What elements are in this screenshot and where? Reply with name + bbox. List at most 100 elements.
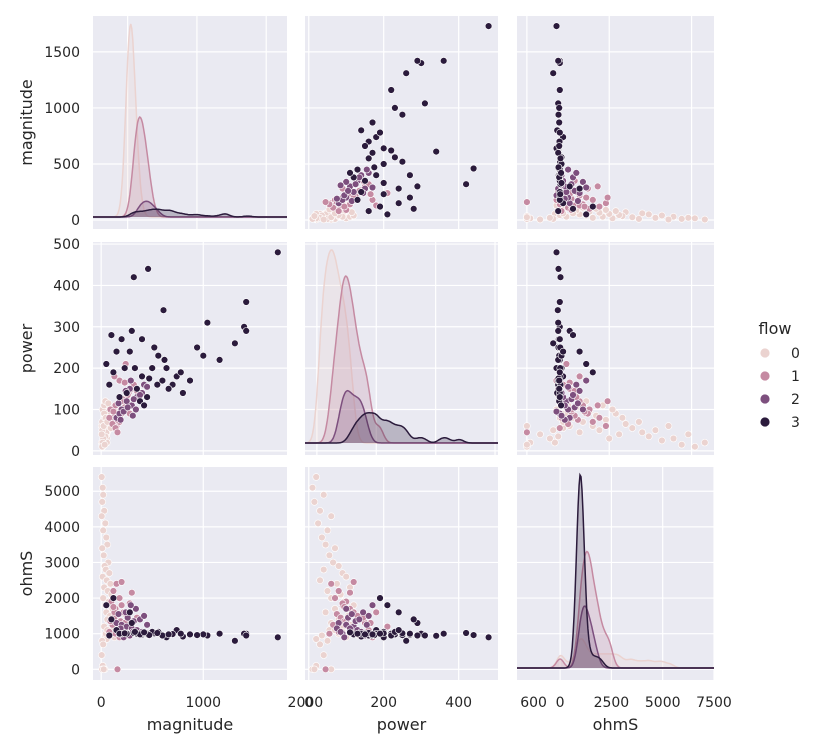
scatter-point-flow-3 [582, 210, 590, 219]
scatter-point-flow-0 [536, 215, 544, 224]
scatter-point-flow-1 [603, 397, 612, 405]
scatter-point-flow-3 [145, 374, 153, 383]
scatter-point-flow-1 [372, 608, 380, 616]
scatter-point-flow-0 [549, 426, 557, 434]
scatter-point-flow-3 [559, 347, 567, 356]
scatter-point-flow-0 [701, 438, 709, 447]
scatter-point-flow-1 [346, 588, 354, 597]
scatter-point-flow-3 [440, 629, 448, 638]
scatter-point-flow-0 [615, 430, 623, 438]
scatter-point-flow-0 [536, 430, 544, 438]
scatter-point-flow-0 [97, 430, 106, 438]
x-tick-label: 0 [304, 695, 313, 711]
scatter-point-flow-0 [335, 562, 343, 570]
scatter-point-flow-3 [569, 331, 577, 339]
scatter-point-flow-3 [128, 327, 136, 335]
y-tick-label: 1000 [44, 627, 80, 643]
scatter-point-flow-3 [421, 99, 429, 108]
scatter-point-flow-1 [120, 378, 129, 387]
scatter-point-flow-0 [635, 418, 643, 426]
scatter-point-flow-2 [140, 612, 148, 620]
scatter-point-flow-1 [582, 193, 590, 202]
scatter-point-flow-0 [645, 210, 653, 219]
y-tick-label: 400 [53, 278, 80, 294]
kde-line-flow-2 [305, 389, 498, 444]
scatter-point-flow-3 [554, 207, 562, 215]
scatter-point-flow-3 [432, 632, 440, 640]
scatter-point-flow-3 [380, 179, 388, 187]
scatter-point-flow-2 [351, 180, 360, 188]
panel-background [93, 242, 287, 455]
scatter-magnitude-vs-ohmS [523, 22, 709, 224]
scatter-point-flow-0 [103, 540, 112, 549]
scatter-point-flow-3 [406, 629, 414, 638]
scatter-point-flow-2 [575, 387, 584, 395]
scatter-point-flow-1 [113, 665, 122, 673]
y-axis-label-magnitude: magnitude [17, 79, 36, 166]
scatter-point-flow-3 [556, 368, 564, 376]
scatter-point-flow-2 [363, 621, 371, 629]
scatter-point-flow-3 [402, 637, 410, 645]
scatter-point-flow-2 [342, 605, 350, 613]
scatter-point-flow-0 [105, 569, 114, 577]
scatter-point-flow-1 [556, 424, 564, 432]
scatter-point-flow-3 [112, 347, 121, 356]
scatter-point-flow-3 [357, 126, 365, 135]
scatter-point-flow-1 [335, 207, 343, 215]
scatter-point-flow-1 [589, 196, 597, 204]
scatter-point-flow-2 [340, 633, 348, 641]
panel-background [305, 467, 498, 680]
scatter-point-flow-1 [523, 428, 531, 436]
scatter-point-flow-3 [549, 339, 557, 347]
scatter-point-flow-2 [368, 601, 377, 609]
scatter-point-flow-1 [109, 407, 118, 416]
y-tick-label: 500 [53, 157, 80, 173]
kde-fill-flow-3 [305, 412, 498, 443]
panel-ohmS-vs-ohmS [517, 467, 715, 680]
scatter-point-flow-3 [555, 142, 563, 150]
scatter-point-flow-3 [556, 190, 564, 198]
scatter-point-flow-3 [368, 149, 377, 157]
scatter-point-flow-0 [99, 491, 107, 499]
scatter-point-flow-3 [131, 628, 139, 636]
scatter-point-flow-2 [129, 412, 137, 420]
scatter-point-flow-3 [554, 319, 562, 327]
scatter-point-flow-3 [368, 118, 377, 127]
scatter-point-flow-3 [469, 631, 478, 639]
scatter-point-flow-3 [406, 171, 414, 179]
scatter-point-flow-0 [691, 214, 699, 223]
scatter-point-flow-3 [376, 128, 384, 137]
scatter-point-flow-3 [164, 385, 173, 393]
scatter-point-flow-0 [312, 473, 320, 481]
scatter-point-flow-0 [684, 214, 692, 222]
scatter-point-flow-3 [357, 188, 365, 196]
scatter-point-flow-3 [395, 626, 403, 634]
scatter-point-flow-3 [131, 364, 139, 372]
scatter-point-flow-3 [164, 630, 173, 639]
scatter-point-flow-0 [575, 428, 584, 436]
scatter-point-flow-0 [612, 207, 620, 215]
scatter-point-flow-3 [557, 401, 565, 410]
scatter-point-flow-0 [605, 434, 613, 443]
scatter-point-flow-3 [554, 110, 563, 119]
scatter-point-flow-3 [133, 385, 141, 393]
scatter-point-flow-0 [628, 424, 636, 432]
scatter-point-flow-3 [361, 630, 369, 639]
scatter-point-flow-0 [658, 436, 666, 445]
scatter-point-flow-3 [398, 158, 407, 166]
scatter-point-flow-0 [99, 526, 107, 535]
scatter-point-flow-1 [589, 418, 597, 426]
scatter-point-flow-0 [684, 430, 692, 438]
scatter-point-flow-3 [105, 631, 114, 640]
scatter-power-vs-magnitude [97, 248, 282, 451]
scatter-point-flow-3 [144, 265, 152, 273]
x-tick-label: 2500 [594, 695, 630, 711]
scatter-point-flow-3 [177, 629, 185, 638]
scatter-point-flow-0 [321, 540, 330, 549]
scatter-point-flow-0 [320, 651, 328, 659]
kde-power [305, 249, 498, 444]
scatter-point-flow-0 [98, 544, 106, 552]
scatter-point-flow-0 [99, 551, 108, 559]
scatter-point-flow-2 [348, 610, 356, 618]
scatter-point-flow-3 [395, 184, 403, 193]
